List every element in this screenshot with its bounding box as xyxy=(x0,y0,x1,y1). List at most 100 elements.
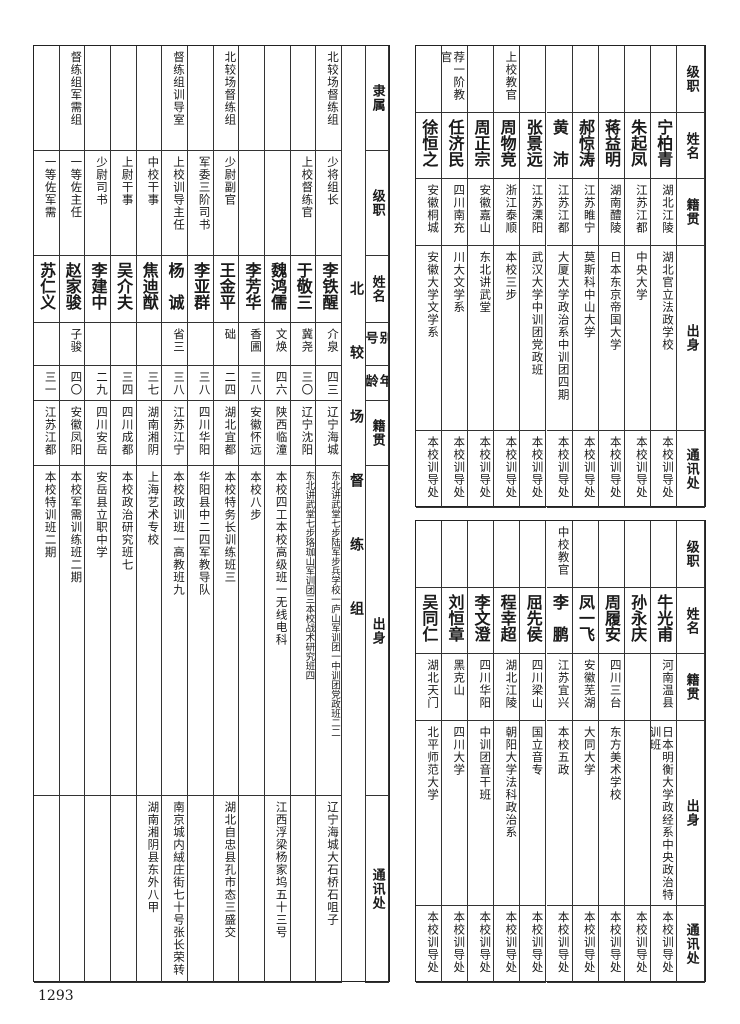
cell-unit xyxy=(111,46,137,151)
cell-age: 二九 xyxy=(85,366,111,401)
cell-name: 屈先侯 xyxy=(520,588,547,654)
cell-name: 李建中 xyxy=(85,256,111,323)
cell-alias: 介泉 xyxy=(316,323,342,366)
cell-origin: 辽宁沈阳 xyxy=(290,401,317,466)
cell-unit: 北较场督练组 xyxy=(213,46,240,151)
cell-background: 莫斯科中山大学 xyxy=(572,246,599,431)
cell-rank: 上校训导主任 xyxy=(162,151,188,256)
cell-background: 安岳县立职中学 xyxy=(85,466,111,796)
cell-background xyxy=(624,721,651,906)
cell-background: 本校政训班一高教班九 xyxy=(162,466,188,796)
cell-origin: 江苏江都 xyxy=(34,401,60,466)
cell-origin: 安徽凤阳 xyxy=(59,401,86,466)
cell-rank: 少尉司书 xyxy=(85,151,111,256)
cell-background: 大厦大学政治系中训团四期 xyxy=(546,246,573,431)
cell-address: 本校训导处 xyxy=(520,906,547,983)
cell-rank: 上校教官 xyxy=(494,46,521,113)
column-header-rank: 级职 xyxy=(677,521,705,588)
cell-background: 国立音专 xyxy=(520,721,547,906)
cell-name: 牛光甫 xyxy=(650,588,677,654)
cell-rank: 中校干事 xyxy=(136,151,163,256)
cell-name: 蒋益明 xyxy=(598,113,625,179)
cell-age: 四三 xyxy=(316,366,342,401)
cell-rank xyxy=(265,151,291,256)
cell-rank: 上校督练官 xyxy=(290,151,317,256)
cell-background: 东方美术学校 xyxy=(598,721,625,906)
cell-background: 大同大学 xyxy=(572,721,599,906)
cell-name: 周正宗 xyxy=(468,113,495,179)
cell-name: 刘恒章 xyxy=(442,588,469,654)
cell-address: 本校训导处 xyxy=(598,431,625,508)
cell-unit xyxy=(136,46,163,151)
cell-background: 本校特训班二期 xyxy=(34,466,60,796)
cell-rank xyxy=(494,521,521,588)
cell-name: 宁柏青 xyxy=(650,113,677,179)
cell-age: 三八 xyxy=(188,366,214,401)
cell-rank: 军委三阶司书 xyxy=(188,151,214,256)
cell-name: 孙永庆 xyxy=(624,588,651,654)
page-number: 1293 xyxy=(38,988,74,1004)
cell-address: 本校训导处 xyxy=(442,431,469,508)
column-header-rank: 级职 xyxy=(677,46,705,113)
left-roster-table: 隶属 北较场督练组 北较场督练组 督练组训导室 督练组军需组 级职 少将组长 上校督练官 少尉副… xyxy=(33,45,390,983)
cell-name: 周物竞 xyxy=(494,113,521,179)
column-header-rank: 级职 xyxy=(365,151,389,256)
column-header-background: 出身 xyxy=(677,246,705,431)
cell-rank: 荐一阶教官 xyxy=(442,46,469,113)
cell-background: 川大文学系 xyxy=(442,246,469,431)
cell-background: 湖北官立法政学校 xyxy=(650,246,677,431)
cell-origin: 湖北江陵 xyxy=(494,654,521,721)
cell-address: 本校训导处 xyxy=(572,431,599,508)
cell-alias: 省三 xyxy=(162,323,188,366)
cell-rank xyxy=(520,521,547,588)
cell-name: 凤一飞 xyxy=(572,588,599,654)
cell-origin: 辽宁海城 xyxy=(316,401,342,466)
cell-address: 本校训导处 xyxy=(572,906,599,983)
cell-origin: 江苏睢宁 xyxy=(572,179,599,246)
cell-origin: 四川梁山 xyxy=(520,654,547,721)
cell-name: 张景远 xyxy=(520,113,547,179)
cell-origin: 四川安岳 xyxy=(85,401,111,466)
cell-rank: 少尉副官 xyxy=(213,151,240,256)
cell-rank: 上尉干事 xyxy=(111,151,137,256)
cell-background: 安徽大学文学系 xyxy=(416,246,443,431)
right-bottom-roster-table: 级职 中校教官 姓名 牛光甫 孙永庆 周履安 凤一飞李 鹏屈先侯 程幸超 李文澄 刘恒章 吴同仁 籍贯… xyxy=(415,520,706,983)
cell-background: 朝阳大学法科政治系 xyxy=(494,721,521,906)
cell-unit: 督练组军需组 xyxy=(59,46,86,151)
cell-origin: 河南温县 xyxy=(650,654,677,721)
cell-address xyxy=(85,796,111,983)
cell-alias xyxy=(136,323,163,366)
cell-address: 本校训导处 xyxy=(468,906,495,983)
cell-name: 苏仁义 xyxy=(34,256,60,323)
cell-name: 赵家骏 xyxy=(59,256,86,323)
cell-origin: 江苏溧阳 xyxy=(520,179,547,246)
cell-address: 本校训导处 xyxy=(494,906,521,983)
cell-address: 本校训导处 xyxy=(624,431,651,508)
cell-unit xyxy=(34,46,60,151)
column-header-address: 通讯处 xyxy=(677,431,705,508)
cell-name: 吴介夫 xyxy=(111,256,137,323)
cell-alias xyxy=(111,323,137,366)
cell-name: 任济民 xyxy=(442,113,469,179)
cell-rank xyxy=(416,46,443,113)
cell-address: 本校训导处 xyxy=(416,906,443,983)
cell-origin: 四川成都 xyxy=(111,401,137,466)
cell-origin: 四川华阳 xyxy=(468,654,495,721)
right-top-roster-table: 级职 上校教官 荐一阶教官 姓名 宁柏青 朱起凤 蒋益明 郝惊涛黄 沛张景远 周物竞 周正宗 任济民… xyxy=(415,45,706,508)
cell-origin: 江苏江宁 xyxy=(162,401,188,466)
cell-address: 本校训导处 xyxy=(598,906,625,983)
cell-rank: 一等佐主任 xyxy=(59,151,86,256)
cell-background: 华阳县中二四军教导队 xyxy=(188,466,214,796)
cell-name: 程幸超 xyxy=(494,588,521,654)
cell-background: 本校军需训练班二期 xyxy=(59,466,86,796)
cell-unit xyxy=(290,46,317,151)
cell-origin: 安徽嘉山 xyxy=(468,179,495,246)
cell-rank: 中校教官 xyxy=(546,521,573,588)
cell-address: 湖北自忠县孔市态三盛交 xyxy=(213,796,240,983)
cell-origin: 四川三台 xyxy=(598,654,625,721)
cell-address: 本校训导处 xyxy=(494,431,521,508)
cell-background: 东北讲武堂七步珞珈山军训团三本校战术研究班四 xyxy=(290,466,317,796)
cell-origin: 安徽芜湖 xyxy=(572,654,599,721)
cell-rank xyxy=(598,521,625,588)
cell-address xyxy=(239,796,265,983)
